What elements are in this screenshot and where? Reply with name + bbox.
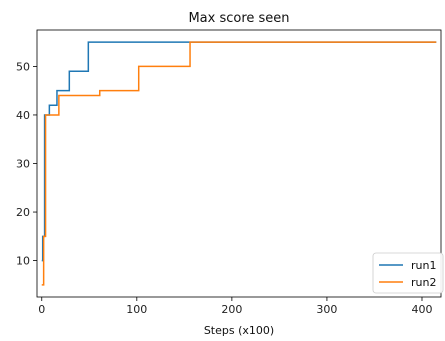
y-tick-label: 50 xyxy=(16,60,30,73)
legend-label-run2: run2 xyxy=(411,276,436,289)
legend-box xyxy=(372,252,444,294)
series-line-run2 xyxy=(41,41,437,286)
x-tick-label: 0 xyxy=(38,303,45,316)
x-tick-label: 100 xyxy=(126,303,147,316)
y-tick-label: 10 xyxy=(16,255,30,268)
chart-title: Max score seen xyxy=(188,11,289,26)
legend: run1 run2 xyxy=(372,252,444,294)
legend-label-run1: run1 xyxy=(411,259,436,272)
x-axis-label: Steps (x100) xyxy=(204,324,274,337)
x-tick-label: 200 xyxy=(221,303,242,316)
plot-area: 0 100 200 300 400 10 20 30 40 50 xyxy=(16,29,442,316)
y-tick-label: 20 xyxy=(16,206,30,219)
y-tick-label: 40 xyxy=(16,109,30,122)
x-tick-label: 300 xyxy=(316,303,337,316)
x-tick-label: 400 xyxy=(411,303,432,316)
series-line-run1 xyxy=(41,41,437,262)
y-tick-label: 30 xyxy=(16,158,30,171)
